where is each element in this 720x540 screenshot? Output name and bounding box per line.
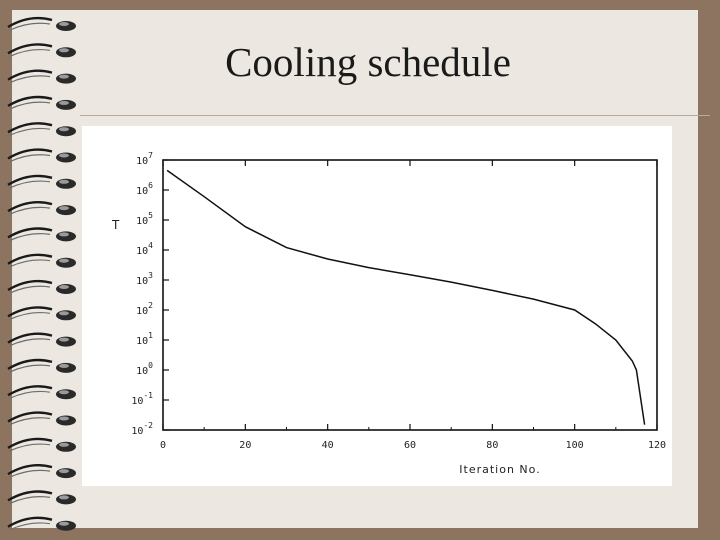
spiral-ring xyxy=(7,411,76,426)
spiral-binding xyxy=(7,16,76,531)
spiral-ring xyxy=(7,95,76,110)
spiral-ring xyxy=(7,43,76,58)
plot-frame xyxy=(162,159,658,431)
y-tick-label: 100 xyxy=(136,361,153,377)
cooling-schedule-chart: 0 20 40 60 80 100 120 107 106 105 104 103 102 101 100 1… xyxy=(111,151,666,476)
spiral-ring xyxy=(7,358,76,373)
title-divider xyxy=(80,115,710,116)
spiral-ring xyxy=(7,122,76,137)
spiral-ring xyxy=(7,516,76,531)
x-tick-label: 120 xyxy=(648,440,666,451)
spiral-ring xyxy=(7,279,76,294)
x-tick-label: 100 xyxy=(566,440,584,451)
spiral-ring xyxy=(7,227,76,242)
series-line xyxy=(166,169,646,425)
x-axis-label: Iteration No. xyxy=(459,463,540,476)
y-tick-label: 107 xyxy=(136,151,153,167)
y-tick-label: 102 xyxy=(136,301,153,317)
spiral-ring xyxy=(7,16,76,31)
spiral-ring xyxy=(7,332,76,347)
spiral-ring xyxy=(7,437,76,452)
spiral-ring xyxy=(7,490,76,505)
spiral-ring xyxy=(7,306,76,321)
spiral-ring xyxy=(7,464,76,479)
x-tick-label: 80 xyxy=(486,440,498,451)
spiral-ring xyxy=(7,385,76,400)
y-tick-label: 104 xyxy=(136,241,153,257)
y-tick-label: 10-2 xyxy=(131,421,153,437)
y-axis-label: T xyxy=(111,218,120,232)
y-tick-label: 106 xyxy=(136,181,153,197)
y-tick-label: 10-1 xyxy=(131,391,153,407)
slide-title: Cooling schedule xyxy=(225,39,511,85)
chart-panel: 0 20 40 60 80 100 120 107 106 105 104 103 102 101 100 1… xyxy=(82,126,672,486)
x-tick-label: 40 xyxy=(322,440,334,451)
spiral-ring xyxy=(7,174,76,189)
y-tick-label: 105 xyxy=(136,211,153,227)
spiral-ring xyxy=(7,253,76,268)
spiral-ring xyxy=(7,69,76,84)
x-tick-label: 0 xyxy=(160,440,166,451)
x-tick-label: 60 xyxy=(404,440,416,451)
spiral-ring xyxy=(7,148,76,163)
spiral-ring xyxy=(7,201,76,216)
y-tick-label: 103 xyxy=(136,271,153,287)
x-tick-label: 20 xyxy=(239,440,251,451)
y-tick-label: 101 xyxy=(136,331,153,347)
